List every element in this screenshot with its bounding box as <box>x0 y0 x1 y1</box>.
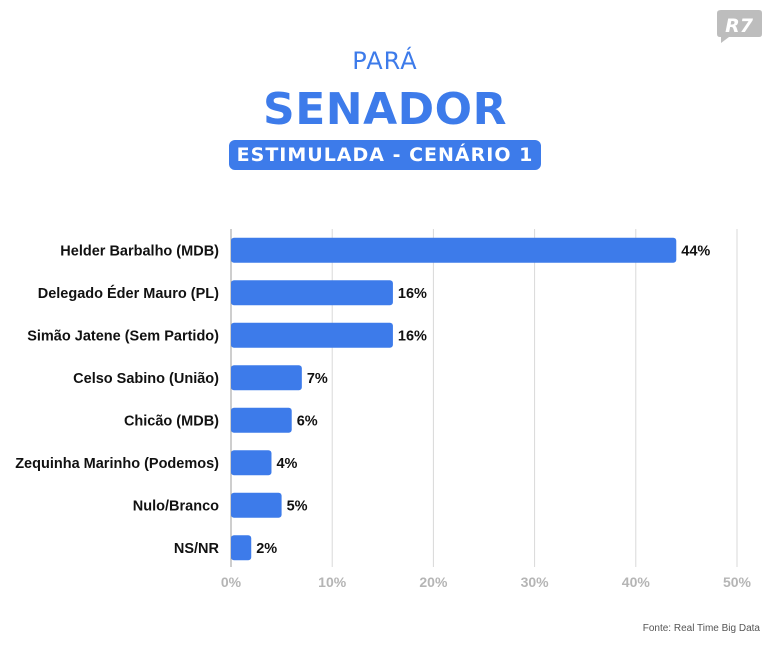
category-label: Celso Sabino (União) <box>73 371 219 387</box>
scenario-badge-wrap: ESTIMULADA - CENÁRIO 1 <box>0 140 770 170</box>
data-label: 44% <box>681 243 710 259</box>
category-label: Helder Barbalho (MDB) <box>60 243 219 259</box>
bar <box>231 237 677 263</box>
source-note: Fonte: Real Time Big Data <box>642 623 760 634</box>
category-label: Delegado Éder Mauro (PL) <box>38 285 219 302</box>
data-label: 6% <box>297 413 318 429</box>
data-label: 2% <box>256 541 277 557</box>
category-label: Simão Jatene (Sem Partido) <box>27 328 219 344</box>
office-title: SENADOR <box>263 84 507 135</box>
data-label: 4% <box>276 456 297 472</box>
category-label: Nulo/Branco <box>133 498 219 514</box>
category-label: Chicão (MDB) <box>124 413 219 429</box>
bar <box>231 450 272 476</box>
data-label: 5% <box>287 498 308 514</box>
x-tick-label: 10% <box>318 574 347 590</box>
data-label: 7% <box>307 371 328 387</box>
x-tick-label: 0% <box>221 574 242 590</box>
x-tick-label: 30% <box>521 574 550 590</box>
category-label: Zequinha Marinho (Podemos) <box>15 456 219 472</box>
bar <box>231 492 282 518</box>
state-title: PARÁ <box>352 47 418 75</box>
bar <box>231 280 393 306</box>
bar <box>231 322 393 348</box>
r7-logo: R7 <box>717 10 762 43</box>
bar <box>231 365 302 391</box>
bar <box>231 535 252 561</box>
data-label: 16% <box>398 286 427 302</box>
bar <box>231 407 292 433</box>
scenario-badge: ESTIMULADA - CENÁRIO 1 <box>228 140 542 170</box>
x-tick-label: 40% <box>622 574 651 590</box>
x-tick-label: 50% <box>723 574 752 590</box>
data-label: 16% <box>398 328 427 344</box>
x-tick-label: 20% <box>419 574 448 590</box>
category-label: NS/NR <box>174 541 220 557</box>
logo-text: R7 <box>725 15 754 37</box>
